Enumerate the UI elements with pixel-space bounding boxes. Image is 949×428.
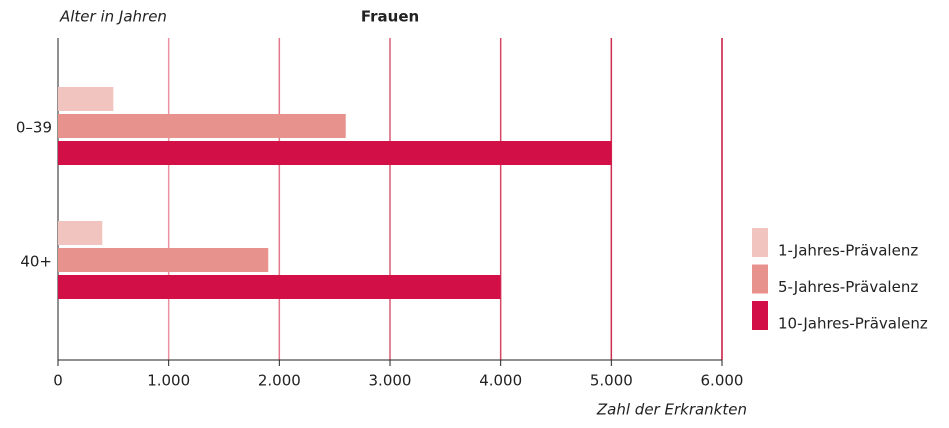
legend-swatch <box>752 301 768 330</box>
legend-label: 5-Jahres-Prävalenz <box>778 278 918 296</box>
bar <box>58 114 346 138</box>
x-tick-label: 3.000 <box>369 372 412 390</box>
legend-label: 1-Jahres-Prävalenz <box>778 242 918 260</box>
legend-swatch <box>752 264 768 294</box>
y-tick-label: 40+ <box>20 253 52 271</box>
x-tick-label: 4.000 <box>479 372 522 390</box>
y-axis-label: Alter in Jahren <box>59 8 167 26</box>
x-axis-label: Zahl der Erkrankten <box>596 401 747 419</box>
bar <box>58 248 269 272</box>
x-tick-label: 2.000 <box>258 372 301 390</box>
legend-label: 10-Jahres-Prävalenz <box>778 315 928 333</box>
x-tick-label: 5.000 <box>590 372 633 390</box>
bar <box>58 87 114 111</box>
x-tick-label: 0 <box>53 372 63 390</box>
bar <box>58 141 612 165</box>
x-tick-label: 1.000 <box>147 372 190 390</box>
x-tick-label: 6.000 <box>701 372 744 390</box>
bar <box>58 221 103 245</box>
bar <box>58 275 501 299</box>
legend-swatch <box>752 228 768 257</box>
chart-title: Frauen <box>361 8 419 26</box>
y-tick-label: 0–39 <box>16 119 52 137</box>
